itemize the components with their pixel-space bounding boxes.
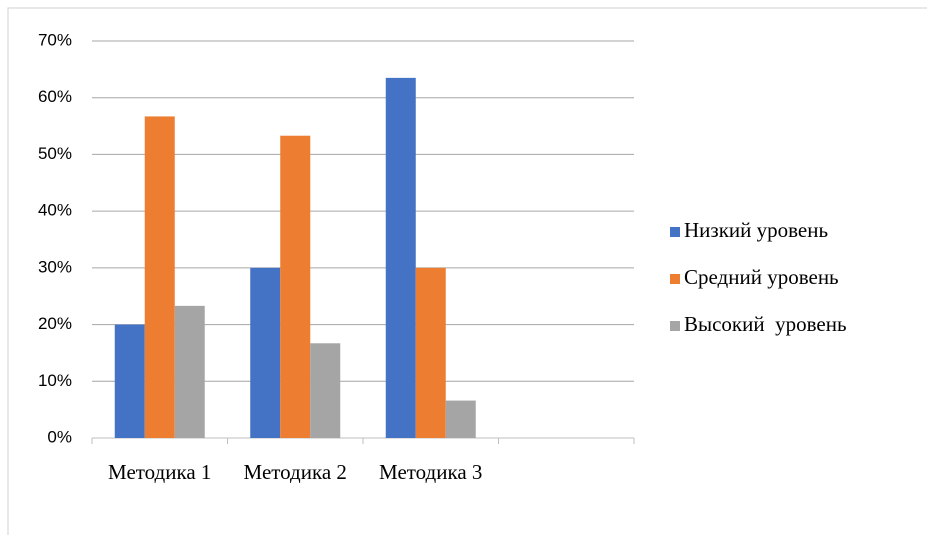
x-tick-label: Методика 1 [108, 460, 212, 484]
legend-label: Низкий уровень [684, 218, 828, 242]
bar [310, 343, 341, 438]
y-tick-label: 0% [47, 427, 72, 446]
y-tick-label: 40% [38, 201, 72, 220]
legend-swatch [670, 274, 680, 284]
y-tick-label: 20% [38, 314, 72, 333]
legend-label: Средний уровень [684, 265, 839, 289]
bar [385, 77, 416, 438]
y-tick-label: 70% [38, 30, 72, 49]
x-tick-label: Методика 2 [243, 460, 347, 484]
legend-swatch [670, 321, 680, 331]
y-tick-label: 50% [38, 144, 72, 163]
legend-label: Высокий уровень [684, 312, 847, 336]
chart-frame [7, 7, 927, 535]
x-tick-label: Методика 3 [379, 460, 483, 484]
bar [250, 267, 281, 438]
bar [445, 400, 476, 438]
bar [415, 267, 446, 438]
bar [114, 324, 145, 438]
y-tick-label: 60% [38, 87, 72, 106]
bar [280, 135, 311, 438]
legend-swatch [670, 227, 680, 237]
y-tick-label: 30% [38, 257, 72, 276]
bar [174, 305, 205, 438]
bar [144, 116, 175, 439]
y-tick-label: 10% [38, 371, 72, 390]
